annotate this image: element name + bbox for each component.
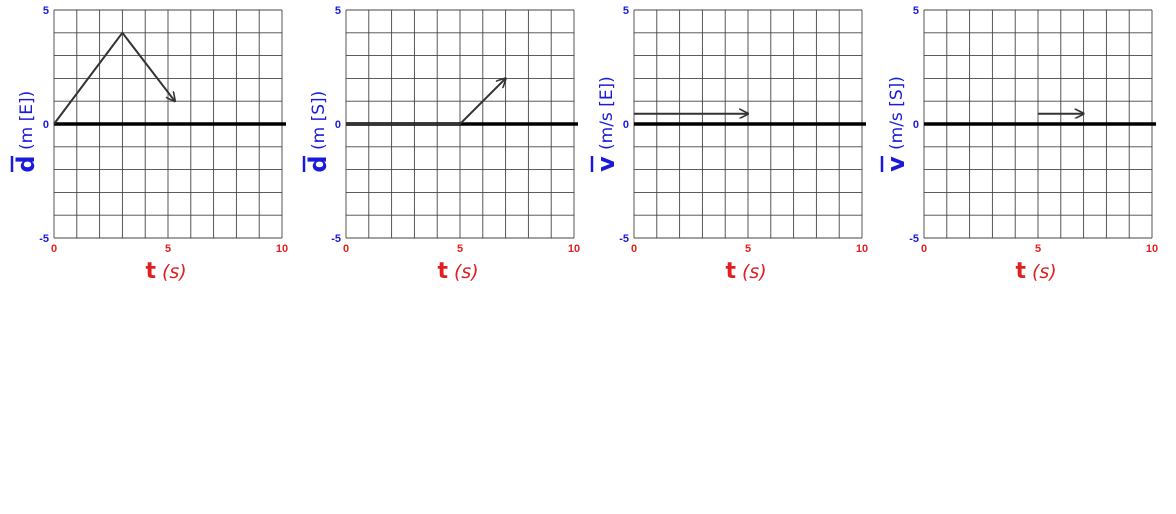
y-tick-label: 0 bbox=[623, 119, 629, 131]
chart-4: 50-50 5 10v(m/s [S])t (s) bbox=[880, 5, 1158, 284]
x-tick-label: 10 bbox=[276, 243, 288, 255]
chart-1: 50-50 5 10d(m [E])t (s) bbox=[10, 5, 288, 284]
y-axis-label: d (m [E]) bbox=[10, 91, 40, 173]
y-axis-symbol: d bbox=[304, 155, 332, 172]
y-axis-label: v (m/s [S]) bbox=[880, 76, 910, 172]
x-tick-label: 10 bbox=[1146, 243, 1158, 255]
x-axis-unit: (s) bbox=[742, 261, 767, 283]
x-axis-unit: (s) bbox=[1032, 261, 1057, 283]
x-tick-label: 5 bbox=[165, 243, 171, 255]
series-line bbox=[53, 31, 175, 125]
x-tick-label: 0 bbox=[343, 243, 349, 255]
x-tick-label: 0 bbox=[51, 243, 57, 255]
chart-panel-3: 5 0 -5 0 5 10 v (m/s [E]) t (s) bbox=[580, 0, 880, 300]
x-tick-label: 0 bbox=[921, 243, 927, 255]
x-tick-label: 5 bbox=[1035, 243, 1041, 255]
x-tick-label: 5 bbox=[457, 243, 463, 255]
y-tick-label: 0 bbox=[43, 119, 49, 131]
y-tick-label: 0 bbox=[913, 119, 919, 131]
y-tick-label: 5 bbox=[623, 5, 629, 17]
chart-2: 50-50 5 10d(m [S])t (s) bbox=[302, 5, 580, 284]
x-axis-symbol: t bbox=[145, 259, 156, 284]
chart-panel-2: 5 0 -5 0 5 10 d (m [S]) t (s) bbox=[292, 0, 592, 300]
y-axis-symbol: v bbox=[592, 156, 620, 172]
y-axis-symbol: d bbox=[12, 155, 40, 172]
x-axis-symbol: t bbox=[1015, 259, 1026, 284]
y-axis-label: v (m/s [E]) bbox=[590, 76, 620, 172]
x-axis-unit: (s) bbox=[454, 261, 479, 283]
x-axis-label: t (s) bbox=[725, 259, 766, 284]
y-tick-label: -5 bbox=[331, 233, 341, 245]
x-tick-label: 10 bbox=[568, 243, 580, 255]
x-tick-label: 10 bbox=[856, 243, 868, 255]
y-tick-label: -5 bbox=[39, 233, 49, 245]
y-tick-label: 0 bbox=[335, 119, 341, 131]
chart-panel-4: 5 0 -5 0 5 10 v (m/s [S]) t (s) bbox=[870, 0, 1170, 300]
x-tick-label: 0 bbox=[631, 243, 637, 255]
y-tick-label: 5 bbox=[335, 5, 341, 17]
y-tick-label: 5 bbox=[913, 5, 919, 17]
x-axis-label: t (s) bbox=[145, 259, 186, 284]
x-axis-unit: (s) bbox=[162, 261, 187, 283]
y-axis-unit: (m [S]) bbox=[309, 91, 329, 150]
y-tick-label: -5 bbox=[619, 233, 629, 245]
x-axis-symbol: t bbox=[725, 259, 736, 284]
y-axis-unit: (m/s [S]) bbox=[887, 76, 907, 150]
chart-3: 50-50 5 10v(m/s [E])t (s) bbox=[590, 5, 868, 284]
y-axis-unit: (m [E]) bbox=[17, 91, 37, 150]
chart-panel-1: 5 0 -5 0 5 10 d (m [E]) t (s) bbox=[0, 0, 300, 300]
y-axis-label: d (m [S]) bbox=[302, 91, 332, 173]
y-tick-label: 5 bbox=[43, 5, 49, 17]
x-axis-label: t (s) bbox=[437, 259, 478, 284]
x-tick-label: 5 bbox=[745, 243, 751, 255]
series-line bbox=[346, 78, 506, 125]
y-axis-unit: (m/s [E]) bbox=[597, 76, 617, 150]
grid bbox=[53, 9, 283, 239]
x-axis-symbol: t bbox=[437, 259, 448, 284]
y-axis-symbol: v bbox=[882, 156, 910, 172]
y-tick-label: -5 bbox=[909, 233, 919, 245]
x-axis-label: t (s) bbox=[1015, 259, 1056, 284]
